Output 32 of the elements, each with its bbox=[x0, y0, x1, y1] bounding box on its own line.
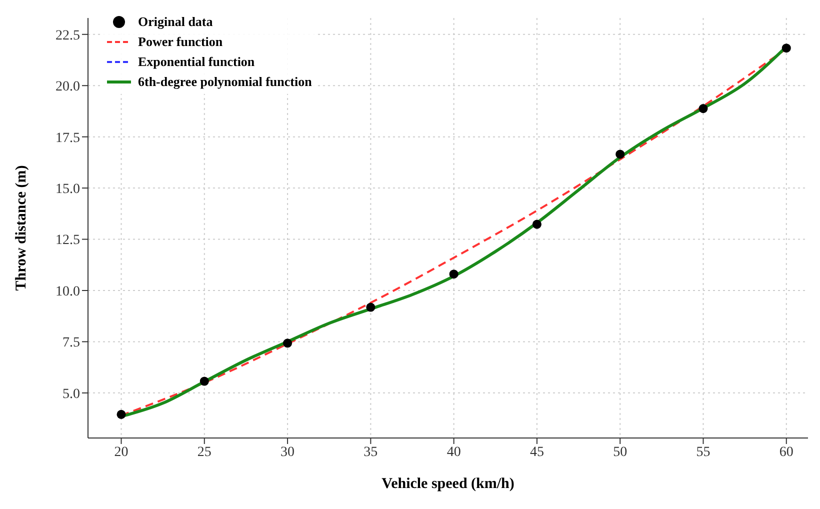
legend-label: Exponential function bbox=[138, 53, 255, 71]
legend-label: 6th-degree polynomial function bbox=[138, 73, 312, 91]
y-tick-label: 15.0 bbox=[56, 182, 80, 198]
x-axis-title: Vehicle speed (km/h) bbox=[382, 476, 514, 492]
y-axis-title: Throw distance (m) bbox=[13, 165, 30, 291]
point bbox=[283, 338, 292, 348]
point bbox=[449, 270, 458, 279]
y-tick-label: 22.5 bbox=[56, 28, 80, 44]
x-tick-label: 35 bbox=[364, 444, 378, 460]
y-tick-label: 20.0 bbox=[56, 80, 80, 95]
x-tick-label: 60 bbox=[779, 444, 794, 460]
legend-label: Power function bbox=[138, 33, 223, 51]
y-tick-label: 10.0 bbox=[56, 284, 80, 300]
x-tick-label: 30 bbox=[280, 444, 295, 460]
point bbox=[532, 220, 542, 229]
y-tick-label: 12.5 bbox=[56, 233, 80, 248]
x-tick-label: 40 bbox=[446, 444, 461, 460]
x-tick-label: 20 bbox=[114, 444, 128, 460]
point bbox=[116, 410, 126, 419]
y-tick-label: 17.5 bbox=[56, 130, 80, 146]
x-tick-label: 45 bbox=[530, 444, 544, 460]
point bbox=[200, 376, 209, 386]
point bbox=[782, 44, 791, 53]
x-tick-label: 50 bbox=[613, 444, 628, 460]
legend-label: Original data bbox=[138, 13, 213, 31]
x-tick-label: 55 bbox=[696, 444, 710, 460]
y-tick-label: 7.5 bbox=[62, 336, 80, 351]
x-tick-label: 25 bbox=[197, 444, 212, 460]
point bbox=[616, 150, 625, 159]
point bbox=[366, 302, 376, 312]
point bbox=[698, 104, 708, 114]
y-tick-label: 5.0 bbox=[62, 386, 80, 402]
